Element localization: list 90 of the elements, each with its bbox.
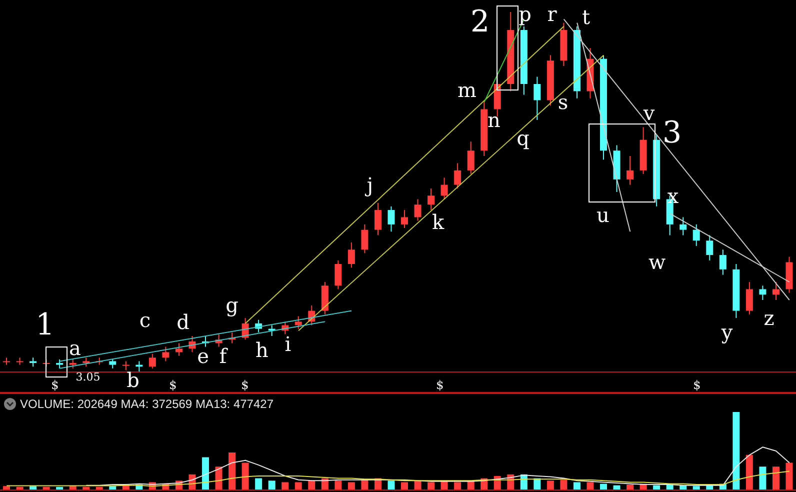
bar	[414, 480, 422, 490]
candlestick	[440, 177, 448, 200]
candlestick	[759, 285, 766, 300]
candlestick	[148, 354, 156, 369]
candlestick	[175, 342, 182, 356]
candlestick	[162, 346, 170, 362]
annotation: q	[516, 126, 530, 150]
annotation: c	[139, 308, 151, 332]
bar	[348, 482, 355, 490]
candlestick	[706, 234, 714, 261]
candlestick	[467, 141, 474, 174]
chart-title: VOLUME: 202649 MA4: 372569 MA13: 477427	[20, 397, 274, 411]
annotation: w	[648, 250, 666, 274]
bar	[560, 480, 568, 490]
annotation: g	[226, 293, 239, 317]
annotation: k	[432, 210, 445, 234]
candlestick	[414, 198, 422, 222]
candlestick	[374, 202, 382, 236]
annotation: 1	[35, 308, 55, 342]
annotation: r	[547, 2, 558, 26]
bar	[69, 486, 76, 490]
candlestick	[680, 216, 687, 236]
bar	[573, 482, 580, 490]
annotation: m	[458, 78, 477, 102]
annotation: x	[667, 184, 680, 208]
text: $	[51, 378, 59, 392]
text: $	[436, 378, 444, 392]
candlestick	[334, 260, 342, 290]
annotation: n	[488, 108, 501, 132]
annotation: 3.05	[76, 370, 100, 384]
annotation: p	[518, 2, 532, 26]
bar	[308, 480, 316, 490]
candlestick	[294, 316, 302, 330]
annotation: 2	[470, 4, 490, 40]
candlestick	[16, 357, 24, 366]
bar	[3, 486, 10, 490]
text: $	[241, 378, 249, 392]
candlestick	[401, 210, 408, 228]
text: $	[693, 378, 701, 392]
bar	[626, 484, 634, 490]
candlestick	[719, 249, 726, 276]
bar	[228, 452, 236, 490]
annotation: b	[126, 368, 140, 392]
bar	[746, 454, 753, 490]
annotation: u	[596, 203, 610, 227]
candlestick	[534, 76, 541, 120]
text: $	[169, 378, 177, 392]
bar	[388, 480, 395, 490]
bar	[294, 482, 302, 490]
annotation: j	[364, 173, 374, 197]
bar	[401, 482, 408, 490]
bar	[786, 462, 793, 490]
annotation: f	[219, 344, 228, 368]
bar	[759, 466, 766, 490]
bar	[586, 482, 594, 490]
bar	[30, 486, 37, 490]
bar	[546, 480, 554, 490]
bar	[282, 482, 289, 490]
candlestick	[428, 188, 435, 210]
annotation: t	[582, 5, 590, 29]
candlestick	[746, 282, 753, 315]
annotation: d	[176, 310, 190, 334]
bar	[268, 480, 276, 490]
annotation: y	[720, 320, 734, 344]
bar	[242, 462, 249, 490]
candlestick	[454, 162, 462, 189]
candlestick	[626, 156, 634, 186]
bar	[692, 486, 700, 490]
annotation: 3	[662, 116, 682, 150]
annotation: s	[558, 90, 568, 114]
annotation: a	[69, 336, 82, 360]
bar	[454, 482, 462, 490]
bar	[428, 482, 435, 490]
bar	[334, 480, 342, 490]
annotation: e	[197, 344, 209, 368]
bar	[772, 466, 780, 490]
annotation: h	[256, 338, 269, 362]
bar	[732, 412, 740, 490]
bar	[202, 457, 209, 490]
candlestick	[348, 242, 355, 268]
annotation: v	[642, 101, 656, 125]
candlestick	[3, 357, 10, 366]
candlestick	[388, 206, 395, 232]
bar	[109, 486, 116, 490]
candlestick	[772, 282, 780, 300]
annotation: z	[764, 306, 774, 330]
candlestick	[361, 224, 368, 254]
candlestick	[692, 224, 700, 246]
annotation: i	[284, 332, 292, 356]
bar	[255, 478, 262, 490]
